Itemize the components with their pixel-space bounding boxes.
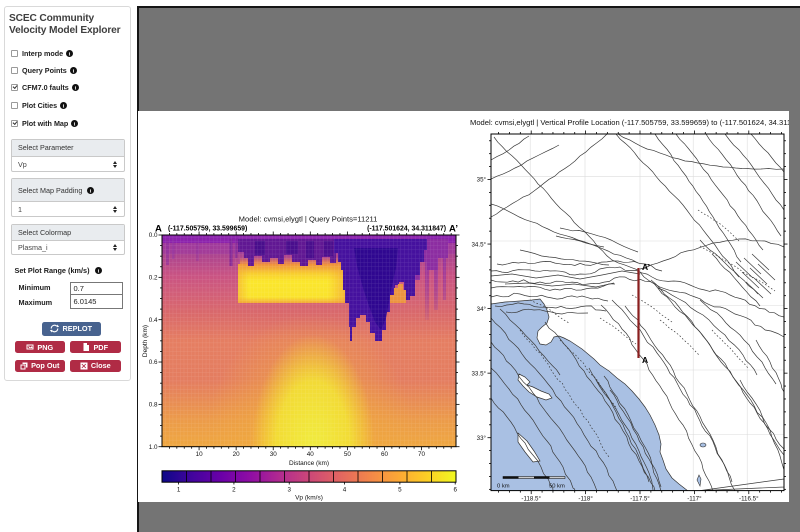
svg-text:-118.5°: -118.5° bbox=[521, 496, 541, 502]
svg-text:20: 20 bbox=[233, 451, 241, 458]
svg-text:i: i bbox=[72, 69, 74, 74]
svg-text:34°: 34° bbox=[477, 306, 487, 313]
svg-text:0.8: 0.8 bbox=[149, 402, 158, 409]
svg-text:i: i bbox=[74, 122, 76, 127]
svg-text:i: i bbox=[74, 86, 76, 91]
svg-text:50: 50 bbox=[344, 451, 352, 458]
svg-text:i: i bbox=[69, 52, 71, 57]
svg-text:Model: cvmsi,elygtl | Query Po: Model: cvmsi,elygtl | Query Points=11211 bbox=[239, 215, 378, 224]
svg-text:(-117.501624, 34.311847): (-117.501624, 34.311847) bbox=[367, 226, 446, 233]
svg-text:A: A bbox=[642, 355, 648, 365]
svg-text:A’: A’ bbox=[642, 262, 650, 272]
svg-text:34.5°: 34.5° bbox=[471, 241, 486, 248]
svg-text:40: 40 bbox=[307, 451, 315, 458]
svg-text:10: 10 bbox=[196, 451, 204, 458]
svg-text:33.5°: 33.5° bbox=[471, 370, 486, 377]
svg-text:2: 2 bbox=[232, 487, 236, 494]
svg-text:(-117.505759, 33.599659): (-117.505759, 33.599659) bbox=[168, 226, 247, 233]
svg-text:3: 3 bbox=[287, 487, 291, 494]
svg-text:i: i bbox=[97, 268, 99, 273]
svg-text:Vp (km/s): Vp (km/s) bbox=[295, 495, 323, 502]
svg-text:50 km: 50 km bbox=[549, 484, 565, 490]
svg-text:Depth (km): Depth (km) bbox=[142, 325, 149, 357]
svg-text:Model: cvmsi,elygtl | Vertical: Model: cvmsi,elygtl | Vertical Profile L… bbox=[470, 118, 789, 127]
svg-text:6: 6 bbox=[453, 487, 457, 494]
svg-text:1.0: 1.0 bbox=[149, 444, 158, 451]
svg-text:0.6: 0.6 bbox=[149, 359, 158, 366]
svg-text:A’: A’ bbox=[449, 224, 458, 235]
svg-text:0 km: 0 km bbox=[497, 484, 510, 490]
svg-text:Distance (km): Distance (km) bbox=[289, 460, 329, 467]
svg-text:-117.5°: -117.5° bbox=[630, 496, 650, 502]
svg-text:1: 1 bbox=[177, 487, 181, 494]
svg-text:35°: 35° bbox=[477, 177, 487, 184]
svg-text:0.0: 0.0 bbox=[149, 232, 158, 239]
svg-text:i: i bbox=[63, 103, 65, 108]
svg-text:60: 60 bbox=[381, 451, 389, 458]
svg-text:0.4: 0.4 bbox=[149, 317, 158, 324]
svg-text:-116.5°: -116.5° bbox=[739, 496, 759, 502]
svg-text:30: 30 bbox=[270, 451, 278, 458]
svg-text:4: 4 bbox=[343, 487, 347, 494]
svg-text:-117°: -117° bbox=[687, 496, 702, 502]
svg-text:0.2: 0.2 bbox=[149, 275, 158, 282]
svg-text:5: 5 bbox=[398, 487, 402, 494]
svg-text:70: 70 bbox=[418, 451, 426, 458]
svg-text:-118°: -118° bbox=[578, 496, 593, 502]
svg-text:A: A bbox=[155, 224, 162, 235]
svg-text:33°: 33° bbox=[477, 435, 487, 442]
svg-text:i: i bbox=[90, 188, 92, 193]
